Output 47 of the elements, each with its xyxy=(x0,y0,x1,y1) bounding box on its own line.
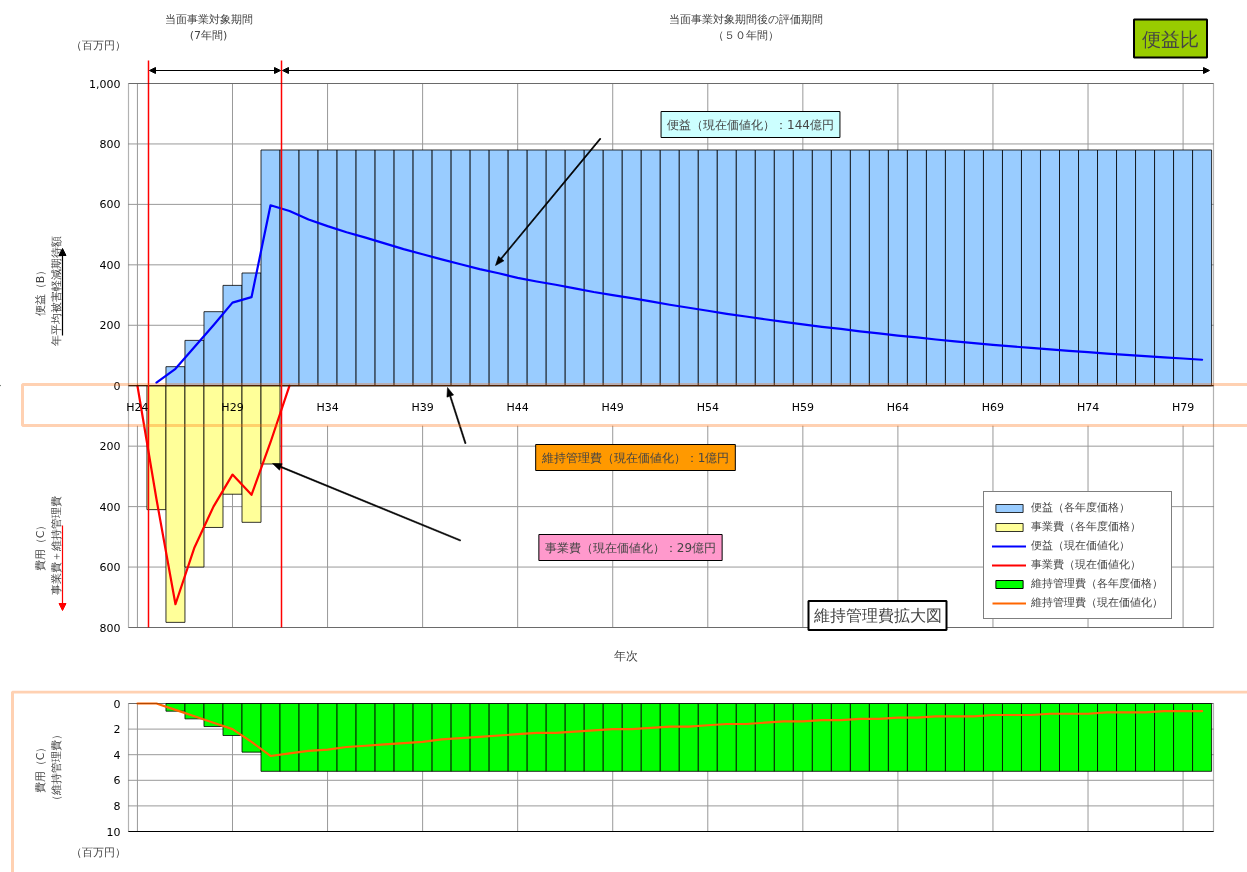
x-tick-label: H74 xyxy=(1076,401,1100,415)
y-tick-label: 8 xyxy=(113,799,121,813)
annotation: 維持管理費（現在価値化）：1億円 xyxy=(540,450,730,465)
legend-label: 事業費（各年度価格） xyxy=(1031,519,1141,534)
x-axis-title: 年次 xyxy=(613,648,638,663)
x-tick-label: H39 xyxy=(411,401,434,415)
y-tick-label: 4 xyxy=(113,748,121,762)
line-series xyxy=(136,702,1204,758)
y-tick-label: 600 xyxy=(99,198,121,212)
legend-label: 維持管理費（各年度価格） xyxy=(1031,576,1163,591)
legend-label: 維持管理費（現在価値化） xyxy=(1031,595,1163,610)
y-tick-label: 800 xyxy=(99,137,121,151)
x-tick-label: H34 xyxy=(316,401,339,415)
x-tick-label: H44 xyxy=(506,401,529,415)
y-tick-label: 0 xyxy=(113,697,121,711)
legend-label: 便益（各年度価格） xyxy=(1031,500,1130,515)
annotation: 維持管理費拡大図 xyxy=(812,606,942,625)
x-tick-label: H69 xyxy=(981,401,1005,415)
x-tick-label: H79 xyxy=(1171,401,1195,415)
y-tick-label: 600 xyxy=(99,561,121,575)
y-tick-label: 2 xyxy=(113,723,121,737)
y-tick-label: 400 xyxy=(99,258,121,272)
legend-label: 事業費（現在価値化） xyxy=(1031,557,1141,572)
y-tick-label: 1,000 xyxy=(89,77,121,91)
y-tick-label: 0 xyxy=(113,379,121,393)
y-axis-title: 費用（C）（維持管理費） xyxy=(34,729,63,806)
y-tick-label: 6 xyxy=(113,774,121,788)
line-series xyxy=(155,204,1204,384)
text: 当面事業対象期間後の評価期間（５０年間） xyxy=(668,13,823,42)
text: 便益比 xyxy=(1142,27,1199,50)
text: 当面事業対象期間(7年間) xyxy=(164,13,253,42)
y-axis-title: 便益（B）年平均被害軽減期待額 xyxy=(34,235,63,346)
y-tick-label: 400 xyxy=(99,500,121,514)
annotation: 便益（現在価値化）：144億円 xyxy=(667,117,834,132)
y-tick-label: 200 xyxy=(99,319,121,333)
y-tick-label: 800 xyxy=(99,621,121,635)
text: （百万円） xyxy=(71,846,126,859)
y-tick-label: 200 xyxy=(99,440,121,454)
y-tick-label: 10 xyxy=(106,825,121,839)
text: 費用（C）事業費＋維持管理費 xyxy=(34,496,63,595)
x-tick-label: H64 xyxy=(886,401,910,415)
x-tick-label: H49 xyxy=(601,401,624,415)
legend-label: 便益（現在価値化） xyxy=(1031,538,1130,553)
text: （百万円） xyxy=(71,39,126,52)
x-tick-label: H59 xyxy=(791,401,814,415)
x-tick-label: H54 xyxy=(696,401,719,415)
annotation: 事業費（現在価値化）：29億円 xyxy=(544,540,717,555)
